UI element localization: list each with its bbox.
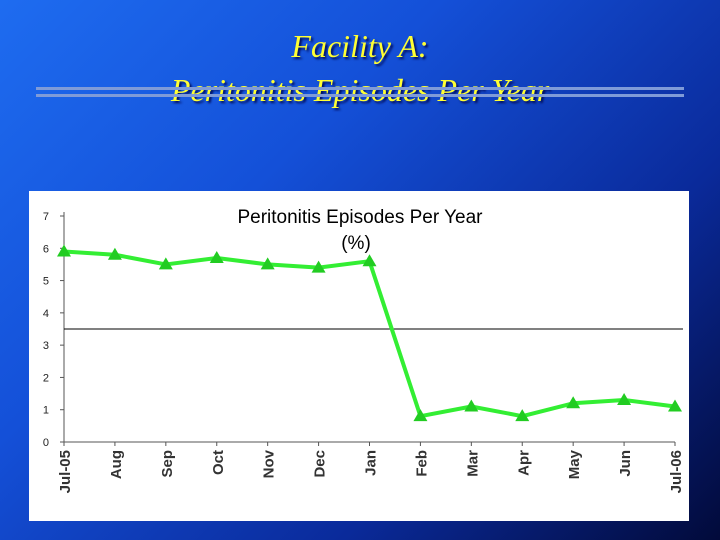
chart-panel: 0 1 2 3 4 5 6 7 Jul-05 Aug Sep Oct Nov Dec Jan Feb Mar A… [29, 191, 689, 521]
data-point-marker [260, 257, 275, 270]
x-tick-label: Nov [261, 449, 278, 478]
chart-axes [60, 212, 676, 446]
x-tick-label: Dec [312, 450, 329, 478]
data-point-marker [413, 409, 428, 422]
title-underline-bottom [36, 94, 684, 97]
y-tick-label: 3 [43, 340, 49, 352]
x-tick-labels: Jul-05 Aug Sep Oct Nov Dec Jan Feb Mar Apr May Jun J… [57, 449, 685, 493]
chart-title: Peritonitis Episodes Per Year [237, 207, 483, 228]
data-point-marker [617, 393, 632, 406]
x-tick-label: Mar [464, 450, 481, 477]
y-tick-label: 2 [43, 372, 49, 384]
slide-title-line-2: Peritonitis Episodes Per Year [170, 72, 550, 108]
data-point-marker [158, 257, 173, 270]
data-point-marker [464, 399, 479, 412]
x-tick-label: Oct [210, 450, 227, 475]
y-tick-label: 5 [43, 276, 49, 288]
data-point-marker [515, 409, 530, 422]
y-tick-label: 6 [43, 243, 49, 255]
y-tick-labels: 0 1 2 3 4 5 6 7 [43, 211, 49, 449]
x-tick-label: Apr [515, 450, 532, 476]
x-tick-label: Sep [159, 450, 176, 478]
x-tick-label: Jun [617, 450, 634, 477]
chart-subtitle: (%) [341, 233, 371, 254]
series-line [63, 249, 676, 419]
series-markers [57, 244, 682, 422]
y-tick-label: 4 [43, 308, 49, 320]
data-point-marker [57, 244, 71, 257]
data-point-marker [566, 396, 581, 409]
y-tick-label: 0 [43, 437, 49, 449]
y-tick-label: 1 [43, 405, 49, 417]
x-tick-label: Jul-06 [668, 450, 685, 493]
data-point-marker [209, 250, 224, 263]
x-tick-label: Jan [363, 450, 380, 476]
data-point-marker [362, 254, 377, 267]
data-point-marker [668, 399, 682, 412]
data-point-marker [311, 260, 326, 273]
data-point-marker [107, 247, 122, 260]
slide-title-line-1: Facility A: [291, 28, 429, 64]
y-tick-label: 7 [43, 211, 49, 223]
line-chart: 0 1 2 3 4 5 6 7 Jul-05 Aug Sep Oct Nov Dec Jan Feb Mar A… [43, 207, 685, 493]
x-tick-label: May [566, 449, 583, 479]
x-tick-label: Jul-05 [57, 450, 74, 493]
x-tick-label: Feb [413, 450, 430, 477]
title-underline-top [36, 87, 684, 90]
x-tick-label: Aug [108, 450, 125, 479]
